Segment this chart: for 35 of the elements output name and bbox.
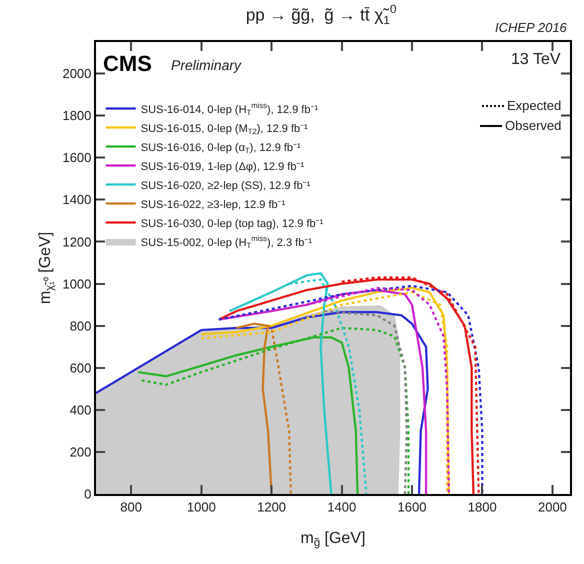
line-series	[323, 310, 408, 494]
y-tick-label: 0	[84, 486, 92, 502]
legend-label: SUS-16-016, 0-lep (α$_{T}$), 12.9 fb⁻¹	[140, 142, 302, 156]
x-tick-label: 1800	[468, 500, 497, 515]
y-tick-label: 600	[70, 360, 92, 376]
x-tick-label: 1200	[257, 500, 286, 515]
annotation: Expected	[507, 98, 562, 113]
legend-label: SUS-16-014, 0-lep (H$_{T}$$^{miss}$), 12.9 fb⁻¹	[140, 101, 318, 118]
x-tick-label: 800	[120, 500, 142, 515]
legend-label: SUS-16-030, 0-lep (top tag), 12.9 fb⁻¹	[140, 218, 324, 230]
x-tick-label: 1000	[186, 500, 216, 515]
y-tick-label: 1800	[62, 108, 92, 124]
annotation: Preliminary	[171, 57, 242, 73]
text: ICHEP 2016	[495, 20, 568, 35]
legend-label: SUS-15-002, 0-lep (H$_{T}$$^{miss}$), 2.3 fb⁻¹	[140, 234, 312, 250]
line-series	[140, 326, 410, 494]
y-tick-label: 800	[70, 318, 92, 334]
legend-label: SUS-16-020, ≥2-lep (SS), 12.9 fb⁻¹	[140, 180, 311, 192]
x-tick-label: 1600	[398, 500, 426, 515]
x-tick-label: 2000	[538, 500, 567, 515]
x-axis-title: m$_{g̃}$ [GeV]	[300, 530, 366, 550]
y-tick-label: 200	[70, 444, 92, 460]
annotation: CMS	[103, 51, 152, 76]
y-tick-label: 1400	[62, 192, 92, 208]
y-tick-label: 1200	[62, 234, 92, 250]
y-tick-label: 2000	[62, 66, 92, 82]
legend-label: SUS-16-019, 1-lep (Δφ), 12.9 fb⁻¹	[140, 160, 304, 173]
annotation: 13 TeV	[511, 51, 561, 68]
annotation: Observed	[505, 118, 562, 133]
y-tick-label: 400	[70, 402, 92, 418]
y-tick-label: 1000	[62, 276, 92, 292]
y-tick-label: 1600	[62, 150, 92, 166]
x-tick-label: 1400	[327, 500, 356, 515]
legend-label: SUS-16-015, 0-lep (M$_{T2}$), 12.9 fb⁻¹	[140, 122, 308, 136]
legend-label: SUS-16-022, ≥3-lep, 12.9 fb⁻¹	[140, 198, 286, 211]
